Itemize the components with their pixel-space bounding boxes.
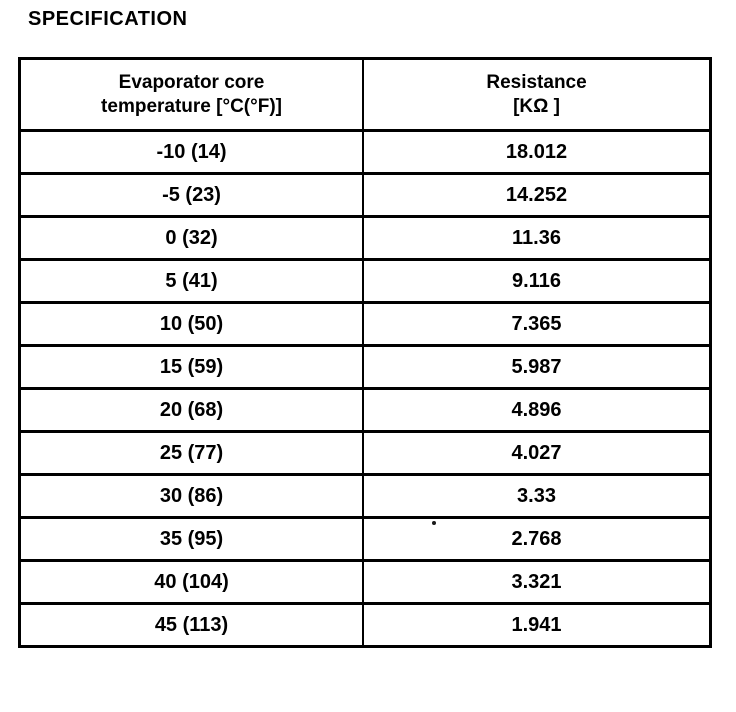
header-resistance: Resistance [KΩ ]: [362, 57, 712, 132]
table-row: 20 (68) 4.896: [18, 387, 712, 433]
resistance-cell: 4.896: [362, 387, 712, 433]
header-temperature-line1: Evaporator core: [118, 71, 265, 93]
temperature-cell: 20 (68): [18, 387, 365, 433]
temperature-cell: 10 (50): [18, 301, 365, 347]
temperature-cell: -10 (14): [18, 129, 365, 175]
temperature-cell: 45 (113): [18, 602, 365, 648]
header-row: Evaporator core temperature [°C(°F)] Res…: [18, 57, 712, 132]
table-header: Evaporator core temperature [°C(°F)] Res…: [18, 57, 712, 132]
resistance-cell: 5.987: [362, 344, 712, 390]
table-row: 40 (104) 3.321: [18, 559, 712, 605]
resistance-cell: 3.321: [362, 559, 712, 605]
temperature-cell: 15 (59): [18, 344, 365, 390]
table-row: 15 (59) 5.987: [18, 344, 712, 390]
temperature-cell: 5 (41): [18, 258, 365, 304]
resistance-cell: 11.36: [362, 215, 712, 261]
table-row: -10 (14) 18.012: [18, 129, 712, 175]
temperature-cell: 30 (86): [18, 473, 365, 519]
table-row: 35 (95) 2.768: [18, 516, 712, 562]
resistance-cell: 7.365: [362, 301, 712, 347]
table-body: -10 (14) 18.012 -5 (23) 14.252 0 (32) 11…: [18, 129, 712, 648]
temperature-cell: -5 (23): [18, 172, 365, 218]
table-row: 25 (77) 4.027: [18, 430, 712, 476]
table-row: -5 (23) 14.252: [18, 172, 712, 218]
header-resistance-line1: Resistance: [486, 71, 587, 93]
scan-artifact-dot: [432, 521, 436, 525]
resistance-cell: 4.027: [362, 430, 712, 476]
header-temperature: Evaporator core temperature [°C(°F)]: [18, 57, 365, 132]
table-row: 45 (113) 1.941: [18, 602, 712, 648]
resistance-cell: 1.941: [362, 602, 712, 648]
page-title: SPECIFICATION: [28, 8, 188, 30]
temperature-cell: 35 (95): [18, 516, 365, 562]
specification-table: Evaporator core temperature [°C(°F)] Res…: [18, 57, 712, 648]
header-resistance-line2: [KΩ ]: [513, 95, 560, 117]
temperature-cell: 40 (104): [18, 559, 365, 605]
resistance-cell: 2.768: [362, 516, 712, 562]
table-row: 30 (86) 3.33: [18, 473, 712, 519]
temperature-cell: 0 (32): [18, 215, 365, 261]
resistance-cell: 3.33: [362, 473, 712, 519]
header-temperature-line2: temperature [°C(°F)]: [101, 95, 282, 117]
table-row: 5 (41) 9.116: [18, 258, 712, 304]
temperature-cell: 25 (77): [18, 430, 365, 476]
resistance-cell: 18.012: [362, 129, 712, 175]
table-row: 0 (32) 11.36: [18, 215, 712, 261]
resistance-cell: 14.252: [362, 172, 712, 218]
table-row: 10 (50) 7.365: [18, 301, 712, 347]
resistance-cell: 9.116: [362, 258, 712, 304]
